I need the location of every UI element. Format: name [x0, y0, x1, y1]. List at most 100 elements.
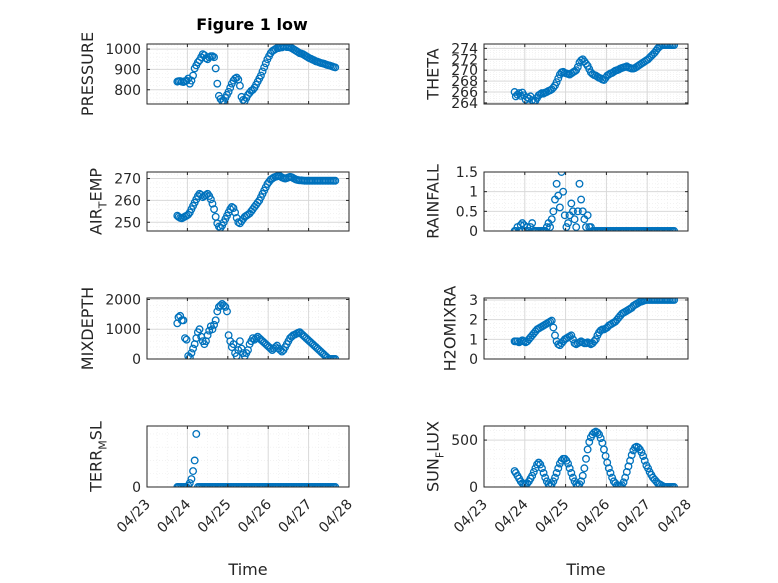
figure-title: Figure 1 low	[196, 15, 308, 34]
y-axis-label: MIXDEPTH	[78, 287, 97, 370]
data-point	[229, 340, 238, 349]
data-point	[189, 71, 198, 80]
data-point	[536, 460, 545, 469]
data-point	[187, 475, 196, 483]
x-tick-label: 04/23	[451, 497, 491, 537]
y-tick-label: 2000	[105, 292, 141, 308]
y-tick-label: 0	[132, 352, 141, 368]
data-point	[596, 434, 605, 443]
data-point	[210, 320, 219, 329]
data-point	[595, 430, 604, 439]
x-tick-label: 04/27	[276, 497, 316, 537]
y-tick-label: 0	[132, 480, 141, 496]
data-point	[546, 223, 555, 231]
data-point	[567, 468, 576, 477]
data-point	[181, 334, 189, 343]
data-point	[670, 483, 679, 487]
data-point	[258, 67, 267, 76]
data-point	[192, 430, 201, 438]
data-point	[213, 307, 222, 316]
data-points	[173, 430, 340, 487]
y-tick-label: 268	[451, 74, 478, 90]
y-tick-label: 270	[114, 172, 141, 188]
data-point	[547, 215, 556, 224]
data-point	[210, 53, 219, 62]
data-point	[189, 467, 198, 476]
y-axis-label-rest: EMP	[87, 168, 106, 202]
data-point	[580, 464, 589, 473]
data-point	[560, 211, 569, 220]
y-tick-label: 264	[451, 96, 478, 112]
y-axis-label-rest: LUX	[424, 421, 443, 452]
data-point	[542, 223, 551, 231]
subplot-terr-msl: 004/23 04/24 04/25 04/26 04/27 04/28 TERRMSL Ti…	[87, 421, 356, 579]
data-point	[565, 464, 574, 473]
data-point	[627, 451, 636, 460]
y-axis-label: THETA	[424, 48, 443, 100]
subplot-mixdepth: 0 1000 2000 MIXDEPTH	[78, 287, 350, 370]
data-point	[637, 448, 646, 457]
data-point	[534, 458, 543, 467]
data-points	[173, 172, 340, 231]
data-point	[216, 301, 225, 310]
data-point	[554, 191, 563, 200]
y-tick-label: 0	[469, 224, 478, 240]
x-tick-label: 04/27	[614, 497, 654, 537]
data-point	[577, 195, 586, 204]
data-point	[578, 207, 587, 216]
data-points	[510, 427, 679, 487]
grid-lines	[147, 44, 349, 104]
subplot-pressure: 800 900 1000 PRESSURE	[78, 32, 350, 116]
x-tick-label: 04/26	[235, 496, 275, 536]
data-point	[528, 471, 537, 480]
data-point	[206, 195, 215, 204]
data-point	[208, 325, 217, 334]
data-point	[211, 64, 220, 73]
data-point	[585, 438, 594, 446]
data-point	[575, 179, 584, 188]
data-points	[510, 298, 679, 350]
y-tick-label: 274	[451, 41, 478, 57]
data-point	[266, 344, 275, 353]
y-axis-label-subscript: M	[97, 440, 110, 450]
subplot-sun-flux: 0 500 04/23 04/24 04/25 04/26 04/27 04/28 SUNFLU…	[424, 421, 695, 579]
data-point	[219, 301, 228, 310]
data-point	[562, 223, 571, 231]
data-point	[582, 223, 590, 231]
x-tick-label: 04/28	[655, 497, 695, 537]
data-point	[203, 331, 212, 340]
data-point	[568, 207, 577, 216]
data-point	[533, 460, 541, 469]
data-point	[578, 471, 587, 480]
data-points	[173, 44, 340, 104]
data-point	[552, 78, 561, 87]
y-axis-label: PRESSURE	[78, 32, 97, 116]
data-point	[573, 62, 582, 71]
data-point	[670, 44, 679, 50]
data-point	[613, 481, 621, 487]
data-point	[208, 199, 217, 208]
y-tick-label: 500	[451, 433, 478, 449]
y-tick-label: 266	[451, 85, 478, 101]
data-point	[644, 464, 652, 473]
y-axis-label: AIRTEMP	[87, 168, 110, 235]
y-axis-label-main: TERR	[87, 450, 106, 493]
y-tick-label: 0	[469, 352, 478, 368]
y-tick-label: 900	[114, 62, 141, 78]
y-tick-label: 1000	[105, 42, 141, 58]
data-point	[331, 63, 340, 72]
data-point	[187, 76, 196, 85]
y-axis-label-subscript: T	[97, 201, 110, 209]
data-point	[189, 344, 198, 353]
data-point	[583, 445, 592, 454]
subplot-rainfall: 0 0.5 1 1.5 RAINFALL	[424, 164, 689, 240]
data-point	[331, 176, 340, 185]
data-point	[573, 207, 582, 216]
data-point	[252, 334, 261, 343]
y-tick-label: 3	[469, 293, 478, 309]
data-point	[559, 187, 568, 196]
data-point	[639, 452, 648, 460]
data-point	[549, 477, 558, 486]
data-point	[187, 349, 196, 357]
